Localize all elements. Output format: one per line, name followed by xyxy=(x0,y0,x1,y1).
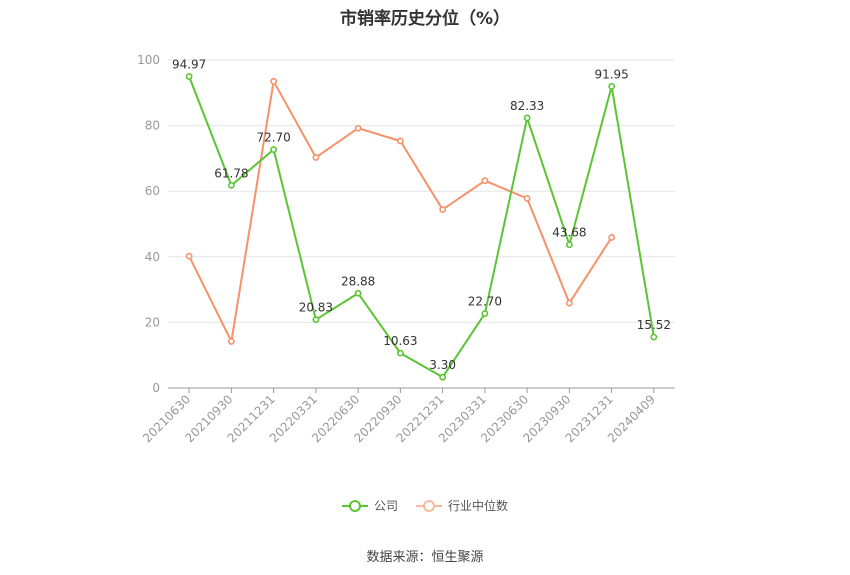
data-point-industry-median xyxy=(312,154,320,161)
data-point-company xyxy=(354,289,362,297)
data-point-industry-median xyxy=(439,206,447,213)
data-point-industry-median xyxy=(227,338,235,345)
data-point-industry-median xyxy=(270,77,278,85)
data-point-industry-median xyxy=(481,177,489,185)
data-point-industry-median xyxy=(523,195,531,202)
y-tick-label: 20 xyxy=(145,315,160,329)
data-point-industry-median xyxy=(354,124,362,132)
legend-label-industry-median: 行业中位数 xyxy=(448,499,509,513)
legend-label-company: 公司 xyxy=(373,499,398,513)
data-label-company: 43.68 xyxy=(552,226,586,240)
chart-title: 市销率历史分位（%） xyxy=(339,9,511,29)
data-label-company: 10.63 xyxy=(383,334,417,348)
data-point-company xyxy=(481,310,489,317)
y-tick-label: 80 xyxy=(145,119,160,133)
legend: 公司 行业中位数 xyxy=(0,497,850,514)
data-label-company: 15.52 xyxy=(637,318,671,332)
source-note: 数据来源：恒生聚源 xyxy=(366,550,484,565)
data-label-company: 22.70 xyxy=(468,295,502,309)
data-label-company: 91.95 xyxy=(594,67,628,81)
data-point-industry-median xyxy=(185,252,193,260)
data-point-company xyxy=(270,146,278,153)
legend-swatch-company xyxy=(341,499,368,513)
data-point-company xyxy=(396,349,404,357)
data-point-company xyxy=(565,241,573,249)
legend-item-industry-median[interactable]: 行业中位数 xyxy=(416,497,508,514)
data-label-company: 20.83 xyxy=(299,301,333,315)
data-point-company xyxy=(608,83,616,90)
data-label-company: 3.30 xyxy=(429,358,456,372)
data-point-company xyxy=(650,333,658,341)
data-point-industry-median xyxy=(396,137,404,145)
y-tick-label: 100 xyxy=(137,53,160,67)
data-point-company xyxy=(439,373,447,381)
data-point-company xyxy=(312,316,320,324)
y-tick-label: 0 xyxy=(152,381,160,395)
data-point-industry-median xyxy=(565,299,573,307)
data-label-company: 72.70 xyxy=(256,131,290,145)
data-label-company: 82.33 xyxy=(510,99,544,113)
legend-item-company[interactable]: 公司 xyxy=(341,497,398,514)
data-point-company xyxy=(227,181,235,189)
legend-swatch-industry-median xyxy=(416,499,442,513)
data-point-company xyxy=(185,73,193,80)
data-label-company: 28.88 xyxy=(341,274,375,288)
data-label-company: 94.97 xyxy=(172,57,206,71)
data-point-industry-median xyxy=(608,234,616,241)
data-point-company xyxy=(523,114,531,122)
y-tick-label: 60 xyxy=(145,184,160,198)
y-tick-label: 40 xyxy=(145,250,160,264)
series-line-industry-median xyxy=(188,80,613,343)
series-line-company xyxy=(188,76,655,379)
data-label-company: 61.78 xyxy=(214,166,248,180)
